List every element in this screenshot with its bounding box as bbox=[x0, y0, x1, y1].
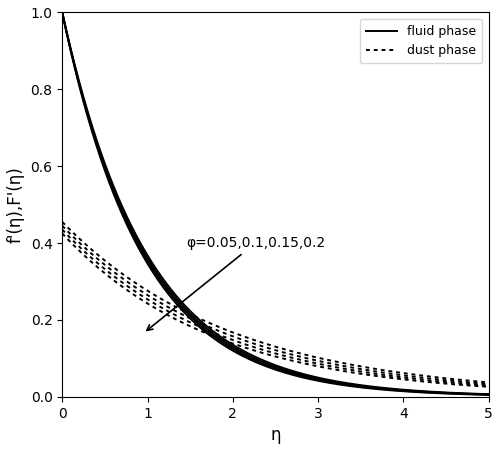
Legend: fluid phase, dust phase: fluid phase, dust phase bbox=[360, 18, 482, 64]
Text: φ=0.05,0.1,0.15,0.2: φ=0.05,0.1,0.15,0.2 bbox=[147, 236, 325, 331]
Y-axis label: f'(η),F'(η): f'(η),F'(η) bbox=[7, 166, 25, 243]
X-axis label: η: η bbox=[270, 426, 280, 444]
